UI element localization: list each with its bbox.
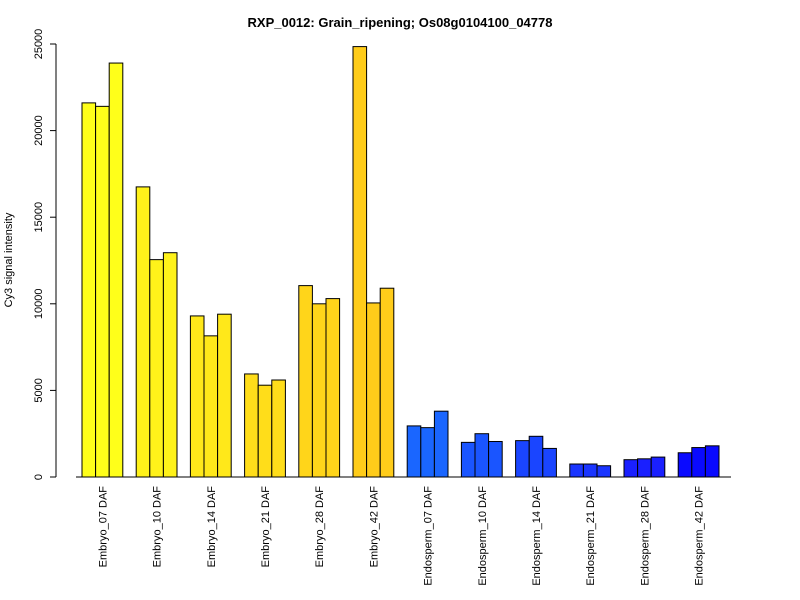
- bar: [650, 456, 666, 478]
- category-label: Embryo_07 DAF: [97, 486, 109, 568]
- category-label: Endosperm_14 DAF: [531, 486, 543, 586]
- bar: [271, 379, 286, 478]
- category-label: Endosperm_42 DAF: [694, 486, 706, 586]
- bar: [677, 452, 693, 478]
- bar: [433, 410, 449, 478]
- bar: [135, 186, 151, 478]
- category-label: Embryo_42 DAF: [368, 486, 380, 568]
- bar: [203, 335, 219, 478]
- y-axis: 0 5000 10000 15000 20000 25000: [33, 29, 57, 480]
- category-label: Endosperm_28 DAF: [639, 486, 651, 586]
- category-label: Embryo_10 DAF: [152, 486, 164, 568]
- y-tick-label: 25000: [33, 29, 45, 60]
- bar: [542, 447, 557, 478]
- bar: [81, 102, 97, 478]
- bar: [488, 440, 503, 478]
- bar: [352, 46, 368, 478]
- bar: [704, 445, 720, 478]
- category-label: Endosperm_07 DAF: [423, 486, 435, 586]
- bar: [420, 427, 435, 478]
- y-tick-label: 5000: [33, 378, 45, 402]
- y-axis-label: Cy3 signal intensity: [3, 212, 15, 307]
- bar: [623, 459, 639, 478]
- bar: [406, 425, 422, 478]
- bars: [81, 46, 720, 478]
- bar: [149, 259, 164, 478]
- bar: [311, 303, 327, 478]
- bar: [582, 463, 598, 478]
- bar: [217, 313, 232, 478]
- y-tick-label: 10000: [33, 289, 45, 320]
- category-label: Endosperm_10 DAF: [477, 486, 489, 586]
- category-label: Embryo_28 DAF: [314, 486, 326, 568]
- bar: [189, 315, 205, 478]
- bar: [528, 435, 544, 478]
- bar: [691, 447, 706, 478]
- chart-title: RXP_0012: Grain_ripening; Os08g0104100_0…: [248, 15, 553, 30]
- bar: [596, 465, 612, 478]
- bar: [515, 440, 530, 478]
- bar: [379, 287, 395, 478]
- category-label: Endosperm_21 DAF: [585, 486, 597, 586]
- bar: [460, 441, 476, 478]
- bar: [108, 62, 124, 478]
- y-tick-label: 15000: [33, 202, 45, 233]
- category-labels: Embryo_07 DAF Embryo_10 DAF Embryo_14 DAF E…: [97, 486, 705, 586]
- y-tick-label: 0: [33, 474, 45, 480]
- category-label: Embryo_21 DAF: [260, 486, 272, 568]
- bar: [244, 373, 259, 478]
- bar: [474, 433, 490, 478]
- bar: [162, 252, 178, 478]
- y-tick-label: 20000: [33, 115, 45, 146]
- bar: [569, 463, 584, 478]
- bar: [257, 384, 273, 478]
- bar: [95, 105, 110, 478]
- bar: [298, 285, 313, 478]
- category-label: Embryo_14 DAF: [206, 486, 218, 568]
- bar: [637, 458, 652, 478]
- bar: [366, 302, 381, 478]
- bar: [325, 298, 341, 478]
